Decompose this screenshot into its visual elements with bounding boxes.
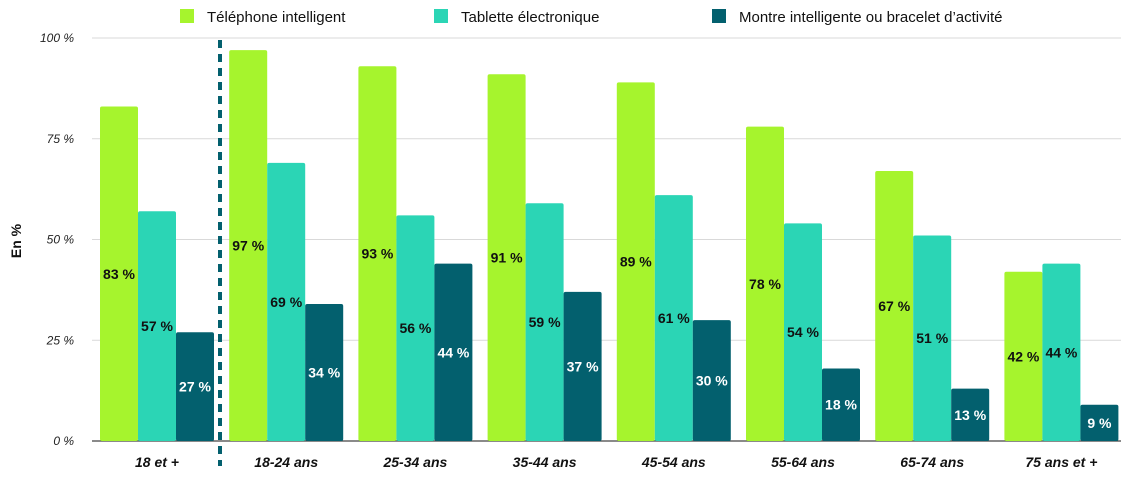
bar-telephone-intelligent-65-74-ans — [875, 170, 914, 442]
bar-telephone-intelligent-18-24-ans — [229, 50, 268, 442]
bar-tablette-electronique-45-54-ans — [654, 195, 693, 441]
x-axis-ticks: 18 et + 18-24 ans 25-34 ans 35-44 ans 45-54 … — [135, 454, 1097, 470]
y-tick-label: 50 % — [47, 233, 75, 247]
data-label: 34 % — [308, 364, 340, 380]
legend-swatch — [434, 9, 448, 23]
bar-montre-intelligente-ou-bracelet-d-activite-18-24-ans — [305, 303, 344, 441]
data-label: 57 % — [141, 318, 173, 334]
data-label: 67 % — [878, 298, 910, 314]
data-label: 30 % — [696, 373, 728, 389]
data-label: 78 % — [749, 276, 781, 292]
bar-tablette-electronique-35-44-ans — [525, 203, 564, 441]
y-axis-ticks: 0 % 25 % 50 % 75 % 100 % — [40, 31, 74, 448]
bar-telephone-intelligent-25-34-ans — [358, 66, 397, 442]
bar-tablette-electronique-18-et — [138, 211, 176, 441]
x-tick-label: 18 et + — [135, 454, 179, 470]
x-tick-label: 18-24 ans — [254, 454, 318, 470]
y-tick-label: 100 % — [40, 31, 74, 45]
y-tick-label: 25 % — [46, 333, 75, 347]
data-label: 97 % — [232, 238, 264, 254]
bar-tablette-electronique-55-64-ans — [784, 223, 822, 441]
bar-telephone-intelligent-45-54-ans — [616, 82, 655, 441]
x-tick-label: 25-34 ans — [382, 454, 447, 470]
bar-montre-intelligente-ou-bracelet-d-activite-25-34-ans — [434, 263, 473, 441]
bar-montre-intelligente-ou-bracelet-d-activite-18-et — [176, 332, 214, 441]
data-label: 37 % — [567, 358, 599, 374]
data-label: 44 % — [437, 344, 469, 360]
x-tick-label: 75 ans et + — [1025, 454, 1097, 470]
bar-telephone-intelligent-18-et — [100, 106, 138, 441]
data-label: 9 % — [1087, 415, 1112, 431]
legend-swatch — [180, 9, 194, 23]
data-label: 18 % — [825, 397, 857, 413]
data-label: 59 % — [529, 314, 561, 330]
data-label: 54 % — [787, 324, 819, 340]
bar-telephone-intelligent-35-44-ans — [487, 74, 526, 442]
x-tick-label: 45-54 ans — [641, 454, 706, 470]
data-label: 51 % — [916, 330, 948, 346]
data-label: 93 % — [361, 246, 393, 262]
y-axis-title: En % — [8, 223, 24, 258]
bar-telephone-intelligent-55-64-ans — [746, 126, 784, 441]
legend-label: Montre intelligente ou bracelet d’activi… — [739, 9, 1002, 26]
bar-tablette-electronique-25-34-ans — [396, 215, 435, 441]
data-label: 61 % — [658, 310, 690, 326]
legend: Téléphone intelligent Tablette électroniq… — [180, 9, 1002, 26]
y-tick-label: 0 % — [53, 434, 74, 448]
bar-montre-intelligente-ou-bracelet-d-activite-75-ans-et — [1080, 404, 1119, 441]
legend-swatch — [712, 9, 726, 23]
bar-montre-intelligente-ou-bracelet-d-activite-55-64-ans — [822, 368, 860, 441]
data-labels: 83 % 57 % 27 % 97 % 69 % 34 % 93 % 56 % 44 % 91 %… — [103, 238, 1112, 431]
data-label: 69 % — [270, 294, 302, 310]
bar-montre-intelligente-ou-bracelet-d-activite-45-54-ans — [692, 320, 731, 441]
bar-montre-intelligente-ou-bracelet-d-activite-35-44-ans — [563, 291, 602, 441]
data-label: 44 % — [1045, 344, 1077, 360]
legend-label: Tablette électronique — [461, 9, 599, 26]
data-label: 91 % — [491, 250, 523, 266]
bar-tablette-electronique-65-74-ans — [913, 235, 952, 441]
data-label: 13 % — [954, 407, 986, 423]
data-label: 42 % — [1007, 348, 1039, 364]
x-tick-label: 35-44 ans — [513, 454, 577, 470]
data-label: 89 % — [620, 254, 652, 270]
x-tick-label: 65-74 ans — [900, 454, 964, 470]
bar-montre-intelligente-ou-bracelet-d-activite-65-74-ans — [951, 388, 990, 441]
data-label: 56 % — [399, 320, 431, 336]
legend-label: Téléphone intelligent — [207, 9, 346, 26]
data-label: 27 % — [179, 379, 211, 395]
bar-tablette-electronique-75-ans-et — [1042, 263, 1081, 441]
data-label: 83 % — [103, 266, 135, 282]
bars — [100, 50, 1119, 442]
bar-telephone-intelligent-75-ans-et — [1004, 271, 1043, 441]
x-tick-label: 55-64 ans — [771, 454, 835, 470]
bar-tablette-electronique-18-24-ans — [267, 162, 306, 441]
y-tick-label: 75 % — [47, 132, 75, 146]
